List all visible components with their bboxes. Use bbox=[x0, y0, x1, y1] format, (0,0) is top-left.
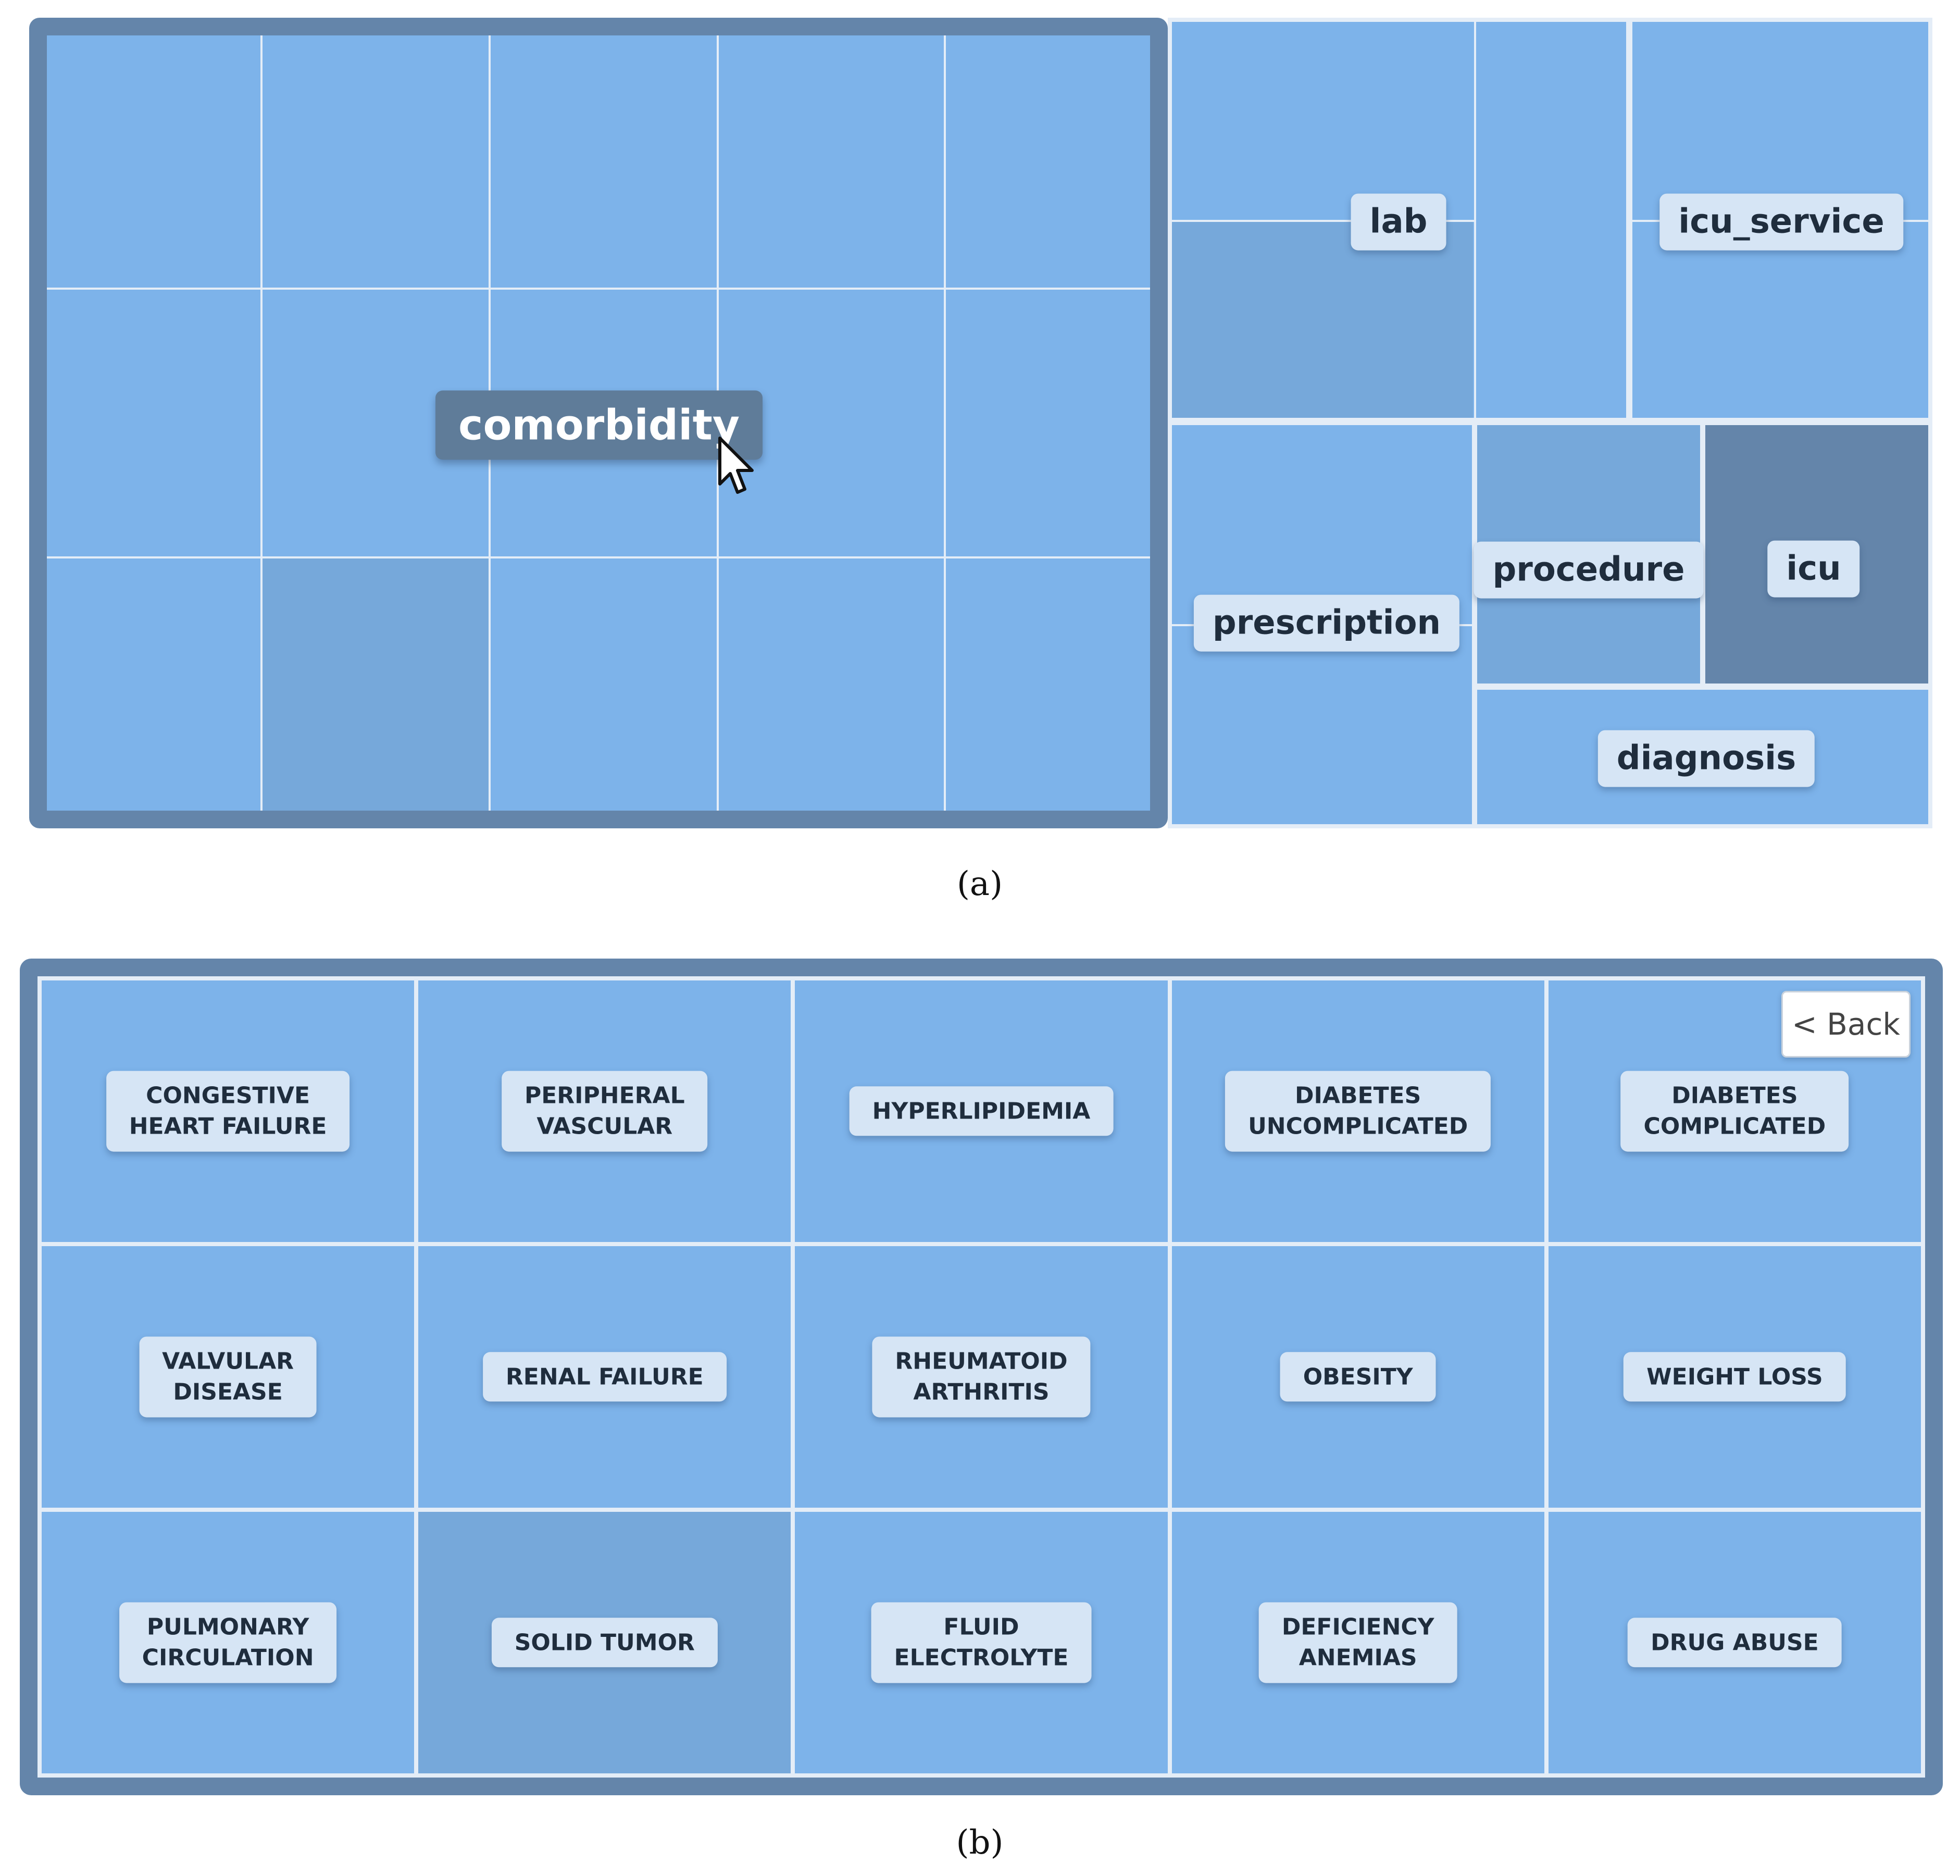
comorbidity-cell-label-line: HYPERLIPIDEMIA bbox=[872, 1098, 1091, 1125]
treemap-right: lab icu_service prescription procedure i… bbox=[1168, 18, 1932, 828]
caption-b: (b) bbox=[956, 1823, 1004, 1862]
comorbidity-cell-label: HYPERLIPIDEMIA bbox=[849, 1086, 1114, 1136]
comorbidity-cell-label: WEIGHT LOSS bbox=[1624, 1352, 1846, 1402]
comorbidity-cell-label: RHEUMATOID ARTHRITIS bbox=[872, 1336, 1091, 1418]
comorbidity-cell-label-line: CONGESTIVE bbox=[146, 1082, 310, 1109]
grid-line bbox=[1626, 220, 1627, 222]
comorbidity-cell-label-line: ELECTROLYTE bbox=[894, 1645, 1069, 1671]
diagnosis-label: diagnosis bbox=[1597, 730, 1815, 787]
comorbidity-cell-label-line: VASCULAR bbox=[536, 1113, 673, 1140]
lab-label: lab bbox=[1351, 193, 1446, 251]
comorbidity-cell[interactable]: VALVULAR DISEASE bbox=[42, 1246, 415, 1508]
comorbidity-cell[interactable]: WEIGHT LOSS bbox=[1548, 1246, 1921, 1508]
comorbidity-cell-label: FLUID ELECTROLYTE bbox=[871, 1602, 1092, 1683]
back-button[interactable]: < Back bbox=[1781, 991, 1911, 1058]
comorbidity-cell-label-line: PERIPHERAL bbox=[524, 1082, 685, 1109]
caption-a: (a) bbox=[956, 865, 1003, 903]
comorbidity-cell-label-line: DIABETES bbox=[1671, 1082, 1798, 1109]
comorbidity-cell-label-line: PULMONARY bbox=[146, 1613, 309, 1641]
comorbidity-cell-label-line: DISEASE bbox=[173, 1379, 283, 1406]
lab-block-right[interactable] bbox=[1476, 22, 1626, 418]
comorbidity-cell[interactable]: PULMONARY CIRCULATION bbox=[42, 1512, 415, 1773]
comorbidity-cell-label: OBESITY bbox=[1280, 1352, 1436, 1402]
comorbidity-cell-label-line: COMPLICATED bbox=[1643, 1113, 1826, 1140]
grid-line bbox=[47, 556, 1150, 558]
comorbidity-cell[interactable]: CONGESTIVE HEART FAILURE bbox=[42, 980, 415, 1242]
comorbidity-cell-label-line: VALVULAR bbox=[162, 1348, 294, 1375]
grid-line bbox=[1172, 220, 1474, 222]
comorbidity-cell-label: VALVULAR DISEASE bbox=[139, 1336, 317, 1418]
icu-label: icu bbox=[1767, 540, 1860, 598]
comorbidity-cell-label-line: DIABETES bbox=[1295, 1082, 1421, 1109]
mouse-pointer-icon bbox=[718, 437, 754, 494]
comorbidity-cell[interactable]: FLUID ELECTROLYTE bbox=[795, 1512, 1168, 1773]
comorbidity-cell[interactable]: RHEUMATOID ARTHRITIS bbox=[795, 1246, 1168, 1508]
procedure-label: procedure bbox=[1474, 541, 1704, 599]
comorbidity-subcell-dim bbox=[261, 556, 490, 811]
comorbidity-cell-label-line: WEIGHT LOSS bbox=[1646, 1363, 1823, 1390]
comorbidity-cell[interactable]: DIABETES UNCOMPLICATED bbox=[1171, 980, 1544, 1242]
comorbidity-cell-label-line: DEFICIENCY bbox=[1281, 1613, 1434, 1641]
comorbidity-cell-label-line: UNCOMPLICATED bbox=[1248, 1113, 1468, 1140]
comorbidity-cell[interactable]: DIABETES COMPLICATED bbox=[1548, 980, 1921, 1242]
comorbidity-cell-label: SOLID TUMOR bbox=[491, 1618, 718, 1668]
comorbidity-cell-label-line: ANEMIAS bbox=[1299, 1645, 1417, 1671]
grid-line bbox=[944, 35, 946, 811]
comorbidity-cell[interactable]: HYPERLIPIDEMIA bbox=[795, 980, 1168, 1242]
comorbidity-cell-label: RENAL FAILURE bbox=[482, 1352, 727, 1402]
comorbidity-cell-label-line: SOLID TUMOR bbox=[514, 1629, 695, 1656]
comorbidity-cell[interactable]: OBESITY bbox=[1171, 1246, 1544, 1508]
comorbidity-cell[interactable]: DEFICIENCY ANEMIAS bbox=[1171, 1512, 1544, 1773]
comorbidity-cell-label: DIABETES COMPLICATED bbox=[1620, 1071, 1849, 1152]
comorbidity-cell-label: DIABETES UNCOMPLICATED bbox=[1225, 1071, 1491, 1152]
comorbidity-cell[interactable]: DRUG ABUSE bbox=[1548, 1512, 1921, 1773]
comorbidity-cell[interactable]: RENAL FAILURE bbox=[418, 1246, 791, 1508]
grid-line bbox=[260, 35, 263, 811]
comorbidity-cell-label-line: OBESITY bbox=[1303, 1363, 1413, 1390]
comorbidity-cell-label-line: HEART FAILURE bbox=[129, 1113, 327, 1140]
comorbidity-cell-label-line: DRUG ABUSE bbox=[1651, 1629, 1819, 1656]
comorbidity-cell-label: PERIPHERAL VASCULAR bbox=[501, 1071, 708, 1152]
icu-service-label: icu_service bbox=[1659, 193, 1903, 251]
comorbidity-cell-label-line: CIRCULATION bbox=[142, 1645, 314, 1671]
comorbidity-cell-label: CONGESTIVE HEART FAILURE bbox=[106, 1071, 350, 1152]
comorbidity-cell-label-line: ARTHRITIS bbox=[913, 1379, 1050, 1406]
comorbidity-cell[interactable]: SOLID TUMOR bbox=[418, 1512, 791, 1773]
comorbidity-cell-label-line: RHEUMATOID bbox=[895, 1348, 1068, 1375]
comorbidity-label: comorbidity bbox=[435, 390, 763, 460]
lab-subcell-dim bbox=[1172, 222, 1473, 418]
comorbidity-cell[interactable]: PERIPHERAL VASCULAR bbox=[418, 980, 791, 1242]
treemap-panel-b: CONGESTIVE HEART FAILURE PERIPHERAL VASCULA… bbox=[20, 959, 1943, 1795]
comorbidity-block[interactable]: comorbidity bbox=[29, 18, 1168, 828]
comorbidity-cell-label: PULMONARY CIRCULATION bbox=[119, 1602, 337, 1683]
grid-line bbox=[47, 288, 1150, 290]
prescription-label: prescription bbox=[1193, 594, 1460, 652]
comorbidity-cell-label-line: FLUID bbox=[943, 1613, 1019, 1641]
comorbidity-cell-label: DRUG ABUSE bbox=[1628, 1618, 1842, 1668]
comorbidity-cell-label: DEFICIENCY ANEMIAS bbox=[1258, 1602, 1457, 1683]
treemap-panel-a: comorbidity lab icu_service prescription… bbox=[0, 0, 1960, 906]
comorbidity-cell-label-line: RENAL FAILURE bbox=[505, 1363, 704, 1390]
comorbidity-detail-grid: CONGESTIVE HEART FAILURE PERIPHERAL VASCULA… bbox=[38, 976, 1925, 1778]
comorbidity-inner-grid bbox=[47, 35, 1150, 811]
